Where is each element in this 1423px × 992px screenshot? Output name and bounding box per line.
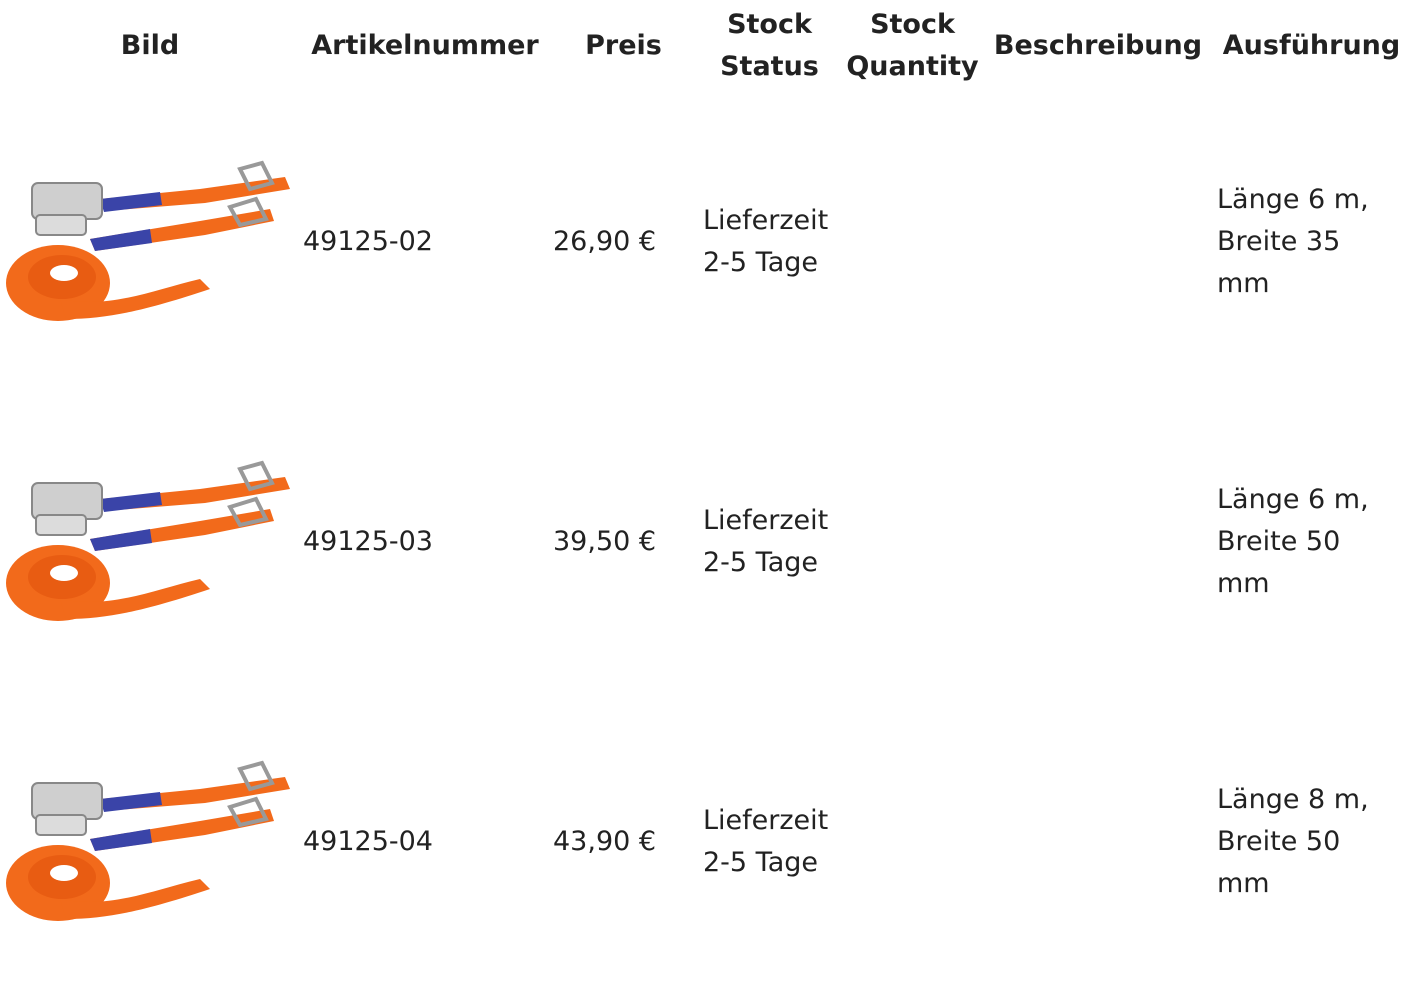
strap-image <box>6 163 290 321</box>
empty-cell <box>983 392 1213 692</box>
empty-cell <box>842 392 983 692</box>
image-cell <box>0 392 300 692</box>
cell-preis: 26,90 € <box>550 92 697 392</box>
cell-ausfuehrung: Länge 8 m, Breite 50 mm <box>1213 692 1410 992</box>
column-header: Beschreibung <box>983 0 1213 92</box>
empty-cell <box>983 92 1213 392</box>
column-header: Artikelnummer <box>300 0 550 92</box>
cell-stock-status: Lieferzeit 2-5 Tage <box>697 392 842 692</box>
cell-stock-status: Lieferzeit 2-5 Tage <box>697 692 842 992</box>
strap-image <box>6 463 290 621</box>
product-table: BildArtikelnummerPreisStock StatusStock … <box>0 0 1410 992</box>
column-header: Preis <box>550 0 697 92</box>
column-header: Stock Status <box>697 0 842 92</box>
page: Produkttabelle {"table": { "headers": ["… <box>0 0 1423 918</box>
cell-artikelnummer: 49125-02 <box>300 92 550 392</box>
column-header: Ausführung <box>1213 0 1410 92</box>
empty-cell <box>983 692 1213 992</box>
product-image <box>0 759 296 925</box>
product-image <box>0 459 296 625</box>
empty-cell <box>842 692 983 992</box>
column-header: Bild <box>0 0 300 92</box>
cell-preis: 43,90 € <box>550 692 697 992</box>
image-cell <box>0 692 300 992</box>
cell-artikelnummer: 49125-03 <box>300 392 550 692</box>
strap-image <box>6 763 290 921</box>
cell-artikelnummer: 49125-04 <box>300 692 550 992</box>
column-header: Stock Quantity <box>842 0 983 92</box>
cell-stock-status: Lieferzeit 2-5 Tage <box>697 92 842 392</box>
cell-ausfuehrung: Länge 6 m, Breite 35 mm <box>1213 92 1410 392</box>
image-cell <box>0 92 300 392</box>
product-image <box>0 159 296 325</box>
cell-ausfuehrung: Länge 6 m, Breite 50 mm <box>1213 392 1410 692</box>
empty-cell <box>842 92 983 392</box>
cell-preis: 39,50 € <box>550 392 697 692</box>
